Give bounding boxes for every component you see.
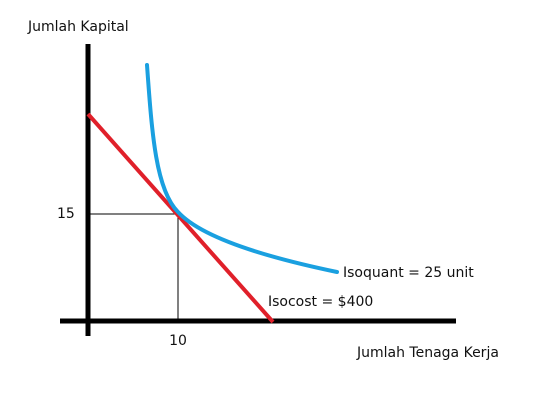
y-tick-label: 15 — [57, 206, 75, 222]
isocost-label: Isocost = $400 — [268, 294, 373, 310]
x-tick-label: 10 — [169, 333, 187, 349]
isocost-line — [86, 112, 275, 324]
y-axis-label: Jumlah Kapital — [27, 19, 129, 35]
isoquant-label: Isoquant = 25 unit — [343, 265, 474, 281]
x-axis-label: Jumlah Tenaga Kerja — [356, 345, 499, 361]
isoquant-curve — [145, 63, 339, 274]
